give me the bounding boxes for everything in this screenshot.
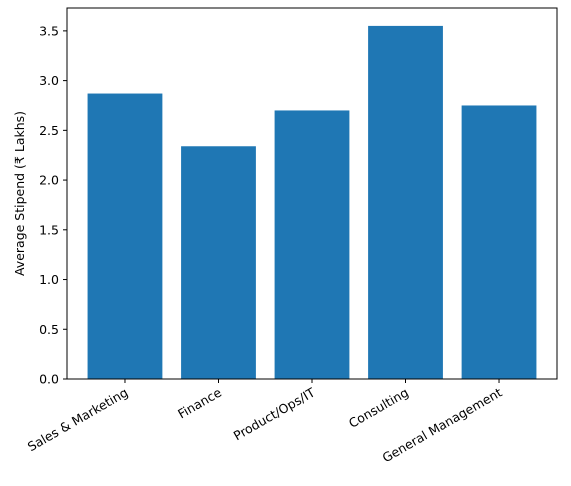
y-tick-label: 2.0 [39, 173, 59, 188]
y-tick-label: 3.0 [39, 73, 59, 88]
y-tick-label: 2.5 [39, 123, 59, 138]
y-tick-label: 0.5 [39, 322, 59, 337]
bars-group [87, 25, 537, 380]
x-axis: Sales & Marketing Finance Product/Ops/IT Co… [25, 379, 505, 465]
x-tick-label: Product/Ops/IT [231, 384, 318, 443]
y-axis-label: Average Stipend (₹ Lakhs) [12, 111, 27, 276]
plot-frame [66, 7, 558, 380]
x-tick-label: Finance [175, 384, 224, 421]
y-tick-label: 0.0 [39, 372, 59, 387]
y-axis: 0.0 0.5 1.0 1.5 2.0 2.5 3.0 3.5 [39, 23, 67, 387]
bar-0 [87, 93, 163, 379]
y-tick-label: 3.5 [39, 23, 59, 38]
bar-4 [461, 105, 537, 379]
bar-1 [181, 146, 256, 379]
x-tick-label: Consulting [346, 385, 411, 431]
y-tick-label: 1.5 [39, 222, 59, 237]
bar-3 [368, 25, 443, 380]
x-tick-label: Sales & Marketing [25, 385, 131, 455]
bar-2 [274, 110, 350, 379]
y-tick-label: 1.0 [39, 272, 59, 287]
